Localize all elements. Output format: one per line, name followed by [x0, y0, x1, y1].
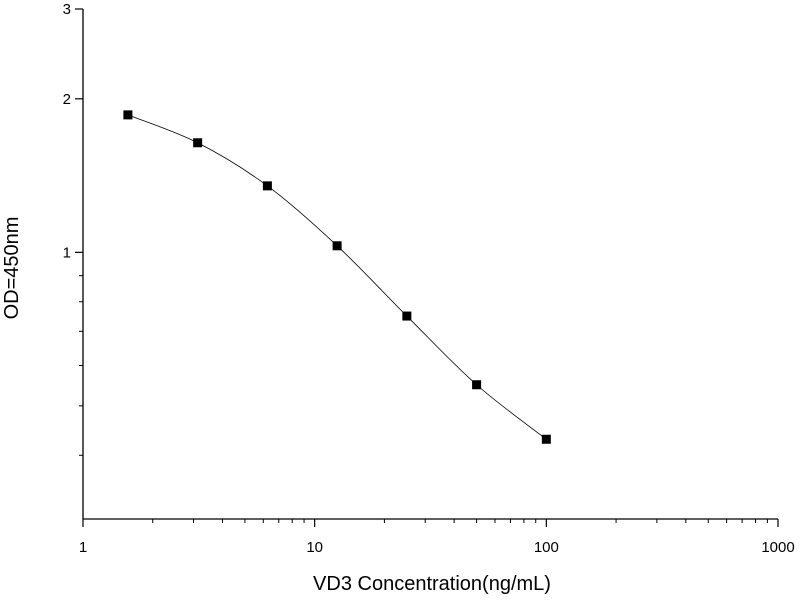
y-ticks: 1 2 3: [63, 1, 83, 456]
y-tick-label: 3: [63, 1, 71, 18]
data-point: [472, 380, 482, 390]
series-layer: [123, 110, 551, 444]
axes: [82, 9, 778, 520]
data-point: [402, 311, 412, 321]
x-tick-label: 1: [79, 539, 87, 556]
data-point: [123, 110, 133, 120]
x-tick-label: 10: [306, 539, 323, 556]
y-axis-title: OD=450nm: [1, 217, 23, 320]
data-point: [541, 434, 551, 444]
y-tick-label: 2: [63, 91, 71, 108]
x-tick-label: 100: [534, 539, 559, 556]
data-point: [332, 241, 342, 251]
series-line: [127, 114, 547, 440]
data-point: [262, 181, 272, 191]
y-tick-label: 1: [63, 244, 71, 261]
x-ticks: 1 10 100 1000: [79, 519, 795, 556]
data-point: [193, 138, 203, 148]
x-axis-title: VD3 Concentration(ng/mL): [313, 573, 551, 595]
x-tick-label: 1000: [761, 539, 794, 556]
